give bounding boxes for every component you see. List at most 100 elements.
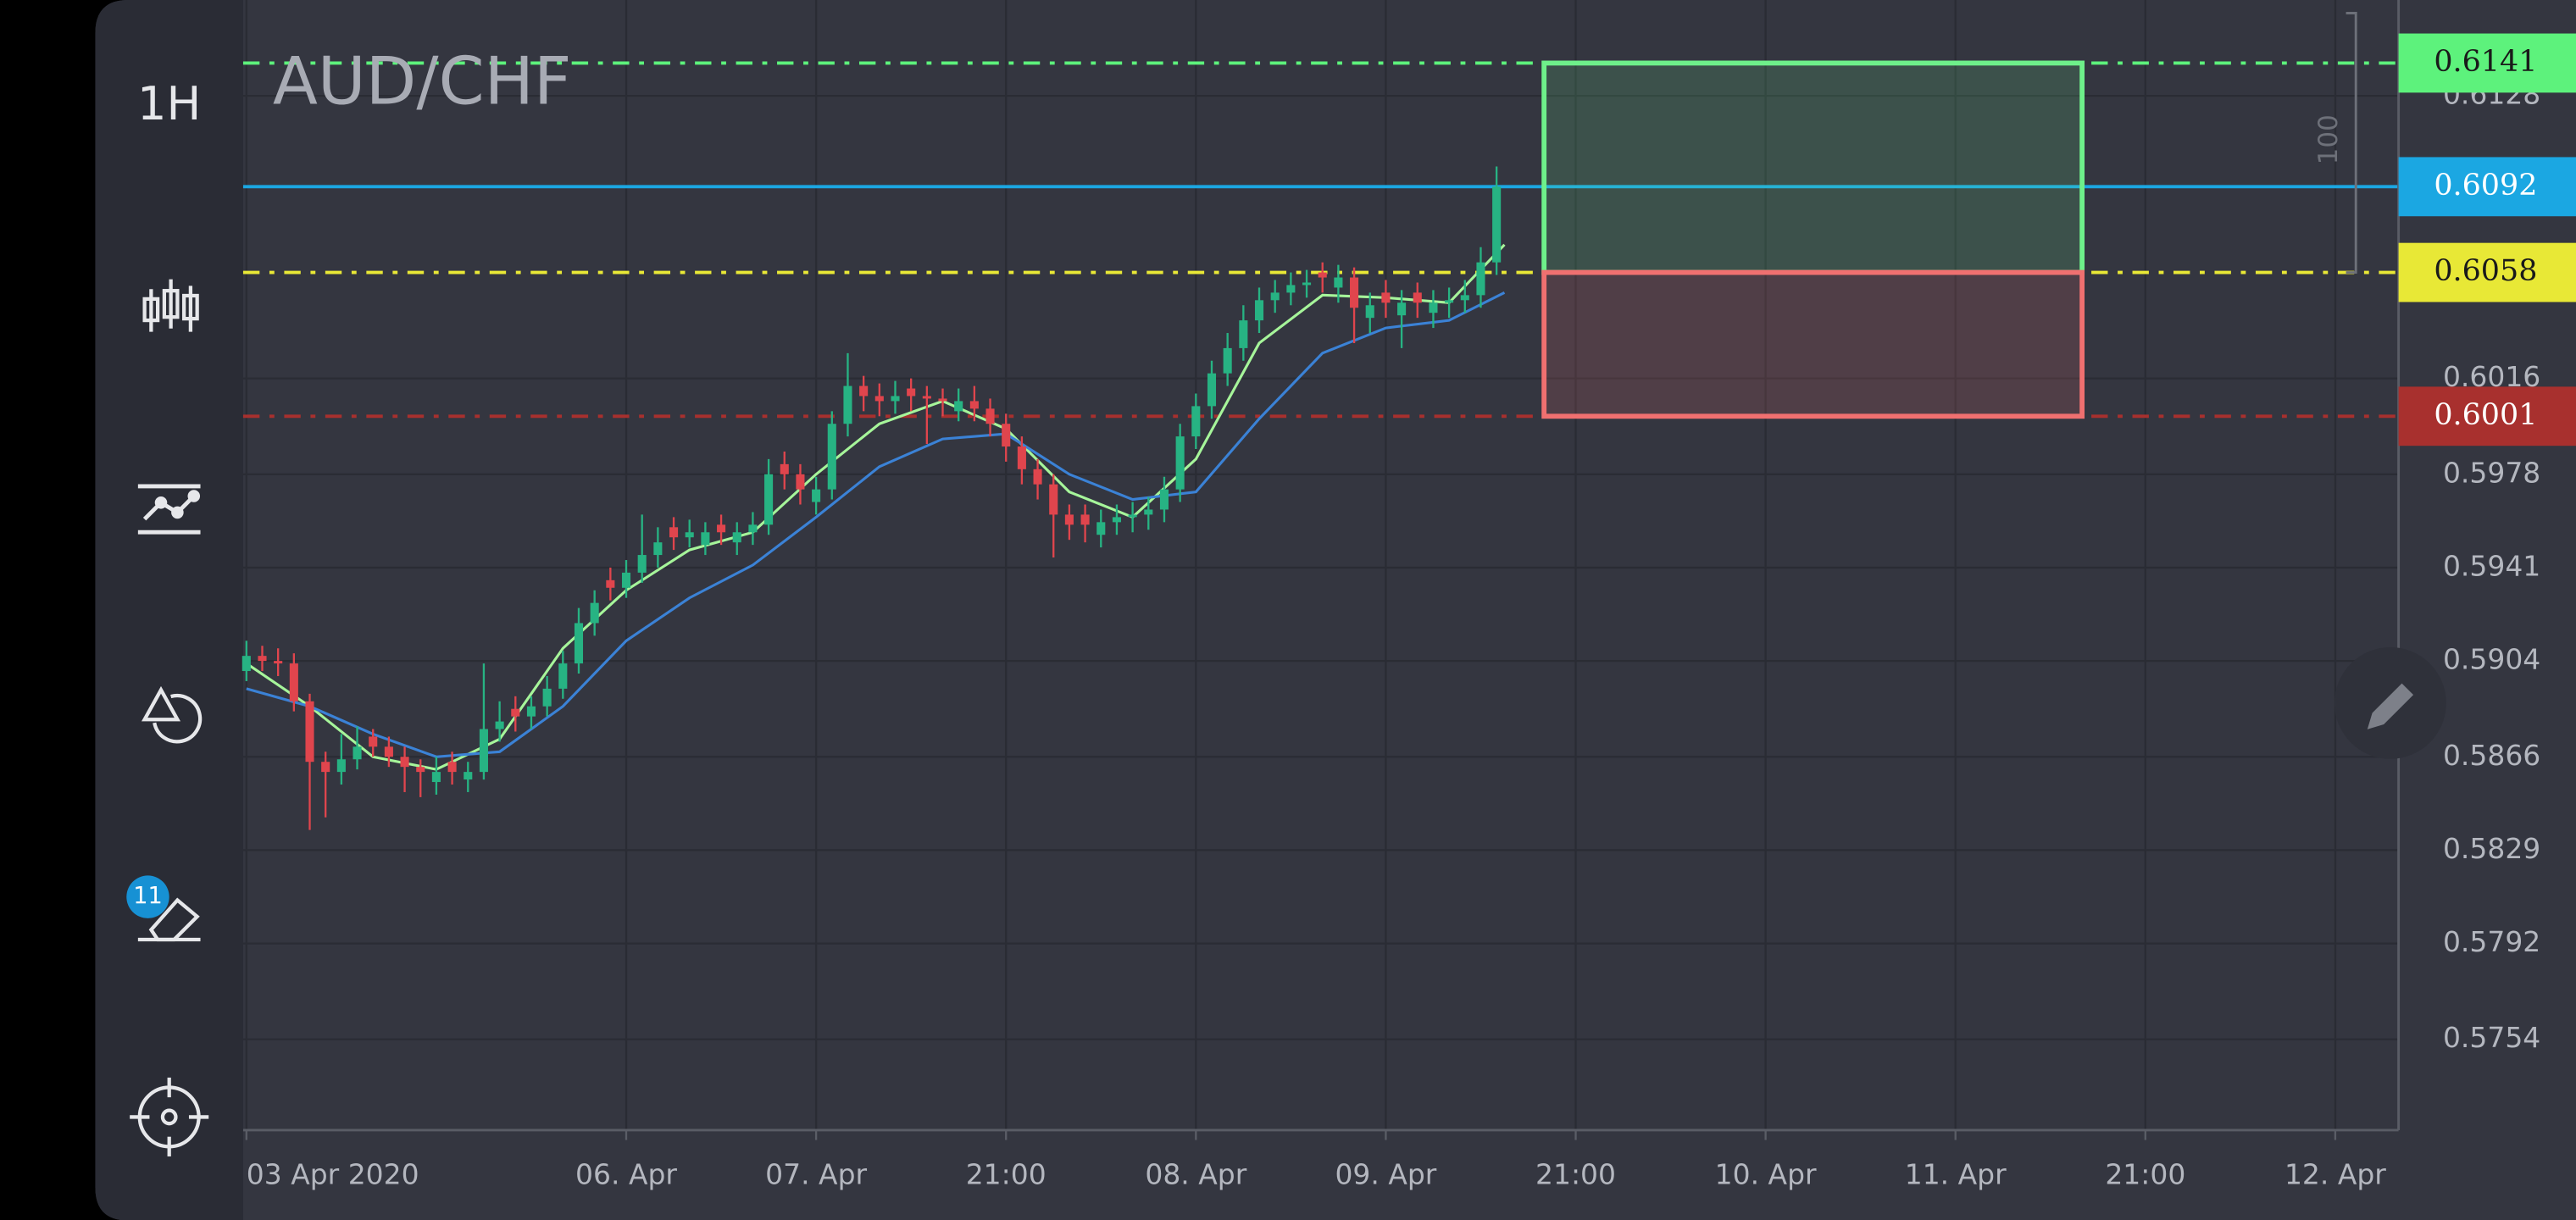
range-bracket — [2346, 12, 2357, 274]
candle-body — [542, 688, 552, 707]
candle-body — [526, 706, 536, 717]
candle-body — [637, 555, 647, 573]
y-tick-label: 0.5978 — [2443, 456, 2540, 489]
candle-body — [1064, 514, 1074, 525]
candle-body — [242, 656, 251, 672]
candle-body — [590, 602, 599, 624]
candle-body — [336, 759, 346, 773]
level-label-box — [2398, 157, 2576, 217]
candle-body — [1049, 484, 1058, 515]
x-tick-label: 10. Apr — [1715, 1158, 1817, 1191]
candle-body — [1334, 277, 1343, 288]
candle-body — [717, 524, 726, 533]
candle-body — [969, 401, 979, 409]
candle-body — [1175, 436, 1185, 490]
level-label-box — [2398, 33, 2576, 93]
drawings-badge-count: 11 — [133, 883, 163, 909]
moving-averages — [245, 243, 1506, 771]
candle-body — [1492, 186, 1502, 263]
candle-body — [859, 385, 869, 396]
sidebar — [95, 0, 243, 1220]
candle-body — [1239, 320, 1248, 348]
candle-body — [1254, 300, 1264, 321]
x-tick-label: 03 Apr 2020 — [247, 1158, 419, 1191]
candle-body — [431, 772, 441, 783]
candle-body — [669, 527, 679, 538]
x-tick-label: 09. Apr — [1335, 1158, 1436, 1191]
candle-body — [369, 736, 378, 747]
x-tick-label: 07. Apr — [765, 1158, 867, 1191]
candle-body — [274, 661, 283, 664]
candle-body — [353, 746, 362, 760]
level-label: 0.6141 — [2434, 45, 2537, 79]
candle-body — [1207, 373, 1217, 407]
candle-body — [732, 532, 741, 543]
candle-body — [938, 398, 947, 402]
candle-body — [574, 623, 584, 664]
candle-body — [874, 396, 884, 402]
x-tick-label: 11. Apr — [1905, 1158, 2007, 1191]
candle-body — [1397, 302, 1407, 316]
candle-body — [1413, 292, 1422, 303]
x-tick-label: 21:00 — [1535, 1158, 1616, 1191]
y-tick-label: 0.5866 — [2443, 739, 2540, 772]
level-labels: 0.6141 0.6092 0.6058 0.6001 — [2398, 33, 2576, 446]
candle-body — [1191, 406, 1201, 437]
candle-body — [843, 385, 852, 424]
candle-body — [1286, 285, 1296, 293]
level-label: 0.6001 — [2434, 398, 2537, 432]
candle-body — [780, 463, 789, 474]
candle-body — [1080, 514, 1090, 525]
candle-body — [305, 701, 314, 762]
chart-type-button[interactable] — [142, 279, 199, 332]
chart-title: AUD/CHF — [273, 43, 572, 119]
candle-body — [1159, 489, 1169, 510]
y-tick-label: 0.5754 — [2443, 1021, 2540, 1054]
level-label: 0.6092 — [2434, 169, 2537, 202]
x-tick-label: 21:00 — [966, 1158, 1046, 1191]
drawing-tools-button[interactable] — [141, 685, 203, 744]
candle-body — [1033, 469, 1042, 485]
candle-body — [606, 580, 615, 588]
candle-body — [891, 396, 900, 402]
x-tick-label: 12. Apr — [2285, 1158, 2386, 1191]
x-tick-label: 06. Apr — [575, 1158, 677, 1191]
candle-body — [1429, 302, 1438, 313]
candle-body — [447, 762, 457, 773]
y-tick-label: 0.5904 — [2443, 643, 2540, 676]
eraser-button[interactable] — [137, 897, 201, 942]
candle-body — [1144, 509, 1153, 515]
candle-body — [985, 408, 995, 424]
timeframe-button[interactable]: 1H — [137, 77, 201, 130]
profit-zone — [1541, 60, 2085, 275]
level-label: 0.6058 — [2434, 254, 2537, 288]
crosshair-button[interactable] — [130, 1077, 209, 1156]
moving-average-line — [246, 291, 1506, 758]
drawings-badge — [126, 875, 169, 918]
candle-body — [653, 542, 663, 556]
edit-button[interactable] — [2334, 646, 2446, 759]
candle-body — [812, 489, 821, 502]
candle-body — [1445, 300, 1454, 303]
candle-body — [1112, 517, 1121, 523]
candle-body — [1002, 424, 1011, 447]
y-tick-label: 0.5829 — [2443, 832, 2540, 865]
loss-zone — [1541, 269, 2085, 419]
candle-body — [258, 656, 267, 662]
candle-body — [764, 474, 774, 525]
x-tick-label: 21:00 — [2105, 1158, 2185, 1191]
chart-background — [95, 0, 2576, 1220]
y-tick-label: 0.5792 — [2443, 925, 2540, 958]
candle-body — [1270, 292, 1280, 301]
candle-body — [1365, 305, 1374, 319]
candle-body — [558, 663, 568, 689]
candle-body — [1350, 277, 1359, 308]
candle-body — [321, 762, 330, 773]
indicators-button[interactable] — [137, 484, 201, 535]
candle-body — [1460, 295, 1469, 301]
candle-body — [464, 772, 473, 780]
moving-average-line — [245, 243, 1506, 771]
candle-body — [701, 532, 710, 546]
